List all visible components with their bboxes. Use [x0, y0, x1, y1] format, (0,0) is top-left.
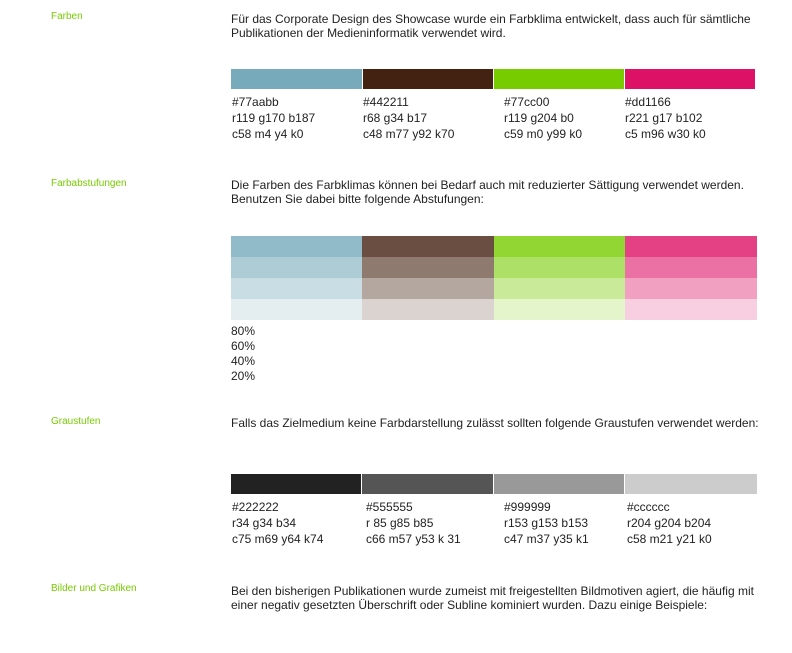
swatch-hex: #555555 — [366, 500, 413, 514]
tint-percent: 60% — [231, 339, 256, 353]
gray-spec-2: #555555 r 85 g85 b85 c66 m57 y53 k 31 — [366, 499, 461, 547]
tint-row-40 — [231, 278, 757, 299]
tint-cell — [494, 236, 625, 257]
swatch-color-4 — [625, 69, 755, 89]
gray-spec-4: #cccccc r204 g204 b204 c58 m21 y21 k0 — [627, 499, 712, 547]
gray-swatch-4 — [625, 474, 757, 494]
swatch-hex: #cccccc — [627, 500, 670, 514]
section-label-graustufen: Graustufen — [51, 416, 101, 427]
swatch-rgb: r119 g170 b187 — [232, 111, 316, 125]
tint-percent: 20% — [231, 369, 256, 383]
tint-grid — [231, 236, 757, 320]
divider — [624, 69, 625, 89]
swatch-spec-3: #77cc00 r119 g204 b0 c59 m0 y99 k0 — [504, 94, 582, 142]
tint-cell — [231, 236, 362, 257]
tint-cell — [625, 236, 757, 257]
tint-cell — [231, 257, 362, 278]
swatch-cmyk: c75 m69 y64 k74 — [232, 532, 324, 546]
tint-cell — [362, 278, 494, 299]
swatch-color-1 — [231, 69, 362, 89]
tint-percent-list: 80% 60% 40% 20% — [231, 324, 255, 384]
swatch-color-2 — [363, 69, 493, 89]
gray-spec-1: #222222 r34 g34 b34 c75 m69 y64 k74 — [232, 499, 323, 547]
tint-cell — [625, 278, 757, 299]
bilder-description: Bei den bisherigen Publikationen wurde z… — [231, 584, 754, 612]
gray-spec-3: #999999 r153 g153 b153 c47 m37 y35 k1 — [504, 499, 589, 547]
gray-swatch-3 — [494, 474, 624, 494]
swatch-cmyk: c5 m96 w30 k0 — [625, 127, 706, 141]
swatch-spec-4: #dd1166 r221 g17 b102 c5 m96 w30 k0 — [625, 94, 706, 142]
swatch-hex: #77cc00 — [504, 95, 550, 109]
divider — [493, 474, 494, 494]
farben-swatch-bar — [231, 69, 755, 89]
tint-cell — [362, 257, 494, 278]
graustufen-swatch-bar — [231, 474, 757, 494]
swatch-spec-2: #442211 r68 g34 b17 c48 m77 y92 k70 — [363, 94, 454, 142]
swatch-rgb: r119 g204 b0 — [504, 111, 574, 125]
swatch-rgb: r 85 g85 b85 — [366, 516, 434, 530]
swatch-hex: #77aabb — [232, 95, 279, 109]
swatch-rgb: r204 g204 b204 — [627, 516, 712, 530]
swatch-spec-1: #77aabb r119 g170 b187 c58 m4 y4 k0 — [232, 94, 315, 142]
tint-cell — [362, 299, 494, 320]
swatch-cmyk: c47 m37 y35 k1 — [504, 532, 589, 546]
swatch-cmyk: c58 m21 y21 k0 — [627, 532, 712, 546]
swatch-hex: #222222 — [232, 500, 279, 514]
divider — [361, 474, 362, 494]
tint-cell — [494, 299, 625, 320]
tint-cell — [231, 278, 362, 299]
divider — [362, 69, 363, 89]
swatch-hex: #999999 — [504, 500, 551, 514]
swatch-rgb: r221 g17 b102 — [625, 111, 703, 125]
tint-cell — [494, 257, 625, 278]
tint-cell — [362, 236, 494, 257]
farben-description: Für das Corporate Design des Showcase wu… — [231, 12, 751, 40]
tint-row-60 — [231, 257, 757, 278]
tint-percent: 80% — [231, 324, 256, 338]
gray-swatch-2 — [362, 474, 493, 494]
section-label-farben: Farben — [51, 11, 83, 22]
tint-cell — [625, 257, 757, 278]
tint-cell — [231, 299, 362, 320]
gray-swatch-1 — [231, 474, 361, 494]
swatch-rgb: r68 g34 b17 — [363, 111, 428, 125]
farbabstufungen-description: Die Farben des Farbklimas können bei Bed… — [231, 178, 744, 206]
section-label-farbabstufungen: Farbabstufungen — [51, 178, 127, 189]
swatch-hex: #442211 — [363, 95, 409, 109]
divider — [493, 69, 494, 89]
divider — [624, 474, 625, 494]
tint-row-80 — [231, 236, 757, 257]
graustufen-description: Falls das Zielmedium keine Farbdarstellu… — [231, 416, 759, 430]
tint-percent: 40% — [231, 354, 256, 368]
swatch-cmyk: c59 m0 y99 k0 — [504, 127, 583, 141]
swatch-cmyk: c66 m57 y53 k 31 — [366, 532, 461, 546]
section-label-bilder-und-grafiken: Bilder und Grafiken — [51, 583, 137, 594]
swatch-hex: #dd1166 — [625, 95, 671, 109]
tint-row-20 — [231, 299, 757, 320]
swatch-rgb: r34 g34 b34 — [232, 516, 297, 530]
tint-cell — [494, 278, 625, 299]
swatch-cmyk: c58 m4 y4 k0 — [232, 127, 304, 141]
swatch-color-3 — [494, 69, 624, 89]
swatch-cmyk: c48 m77 y92 k70 — [363, 127, 455, 141]
swatch-rgb: r153 g153 b153 — [504, 516, 589, 530]
tint-cell — [625, 299, 757, 320]
